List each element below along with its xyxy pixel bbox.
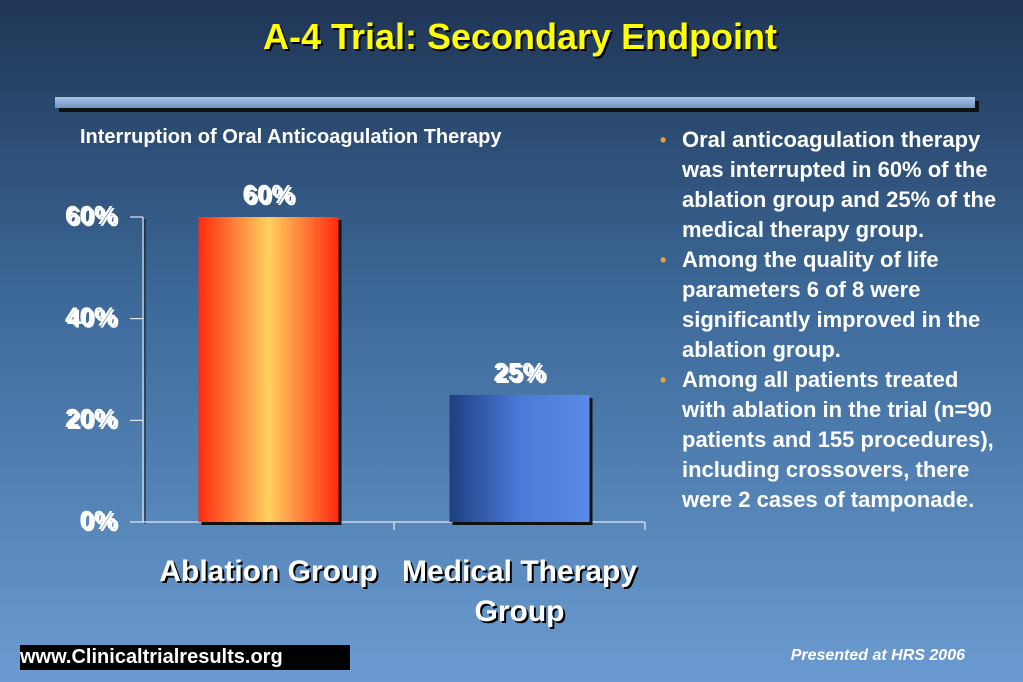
bar	[449, 394, 590, 522]
value-label: 60%	[242, 179, 294, 209]
y-tick-label: 40%	[67, 304, 119, 334]
y-tick-label: 0%	[81, 507, 119, 537]
value-label: 25%	[495, 359, 547, 389]
bar	[198, 217, 339, 522]
chart-title: Interruption of Oral Anticoagulation The…	[80, 126, 502, 148]
x-tick-label: Ablation Group	[159, 555, 378, 588]
y-tick-label: 60%	[65, 200, 117, 230]
y-tick-label: 40%	[65, 302, 117, 332]
title-rule	[55, 97, 975, 108]
bullet: Among the quality of life parameters 6 o…	[660, 245, 1005, 365]
chart: 0%0%20%20%40%40%60%60%60%60%25%25%	[65, 179, 593, 537]
footer-site: www.Clinicaltrialresults.org	[20, 645, 350, 670]
value-label: 60%	[244, 181, 296, 211]
x-tick-label: Medical Therapy Group	[401, 555, 638, 628]
value-label: 25%	[493, 357, 545, 387]
footer-prefix: www.	[20, 646, 72, 668]
footer-note: Presented at HRS 2006	[790, 647, 965, 664]
y-tick-label: 60%	[67, 202, 119, 232]
y-tick-label: 20%	[67, 405, 119, 435]
y-tick-label: 20%	[65, 403, 117, 433]
bullet: Oral anticoagulation therapy was interru…	[660, 125, 1005, 245]
y-tick-label: 0%	[79, 505, 117, 535]
bullet-list: Oral anticoagulation therapy was interru…	[660, 125, 1005, 515]
bullet: Among all patients treated with ablation…	[660, 365, 1005, 515]
footer-name: Clinicaltrialresults.org	[71, 646, 283, 668]
slide-title: A-4 Trial: Secondary Endpoint	[262, 16, 778, 57]
